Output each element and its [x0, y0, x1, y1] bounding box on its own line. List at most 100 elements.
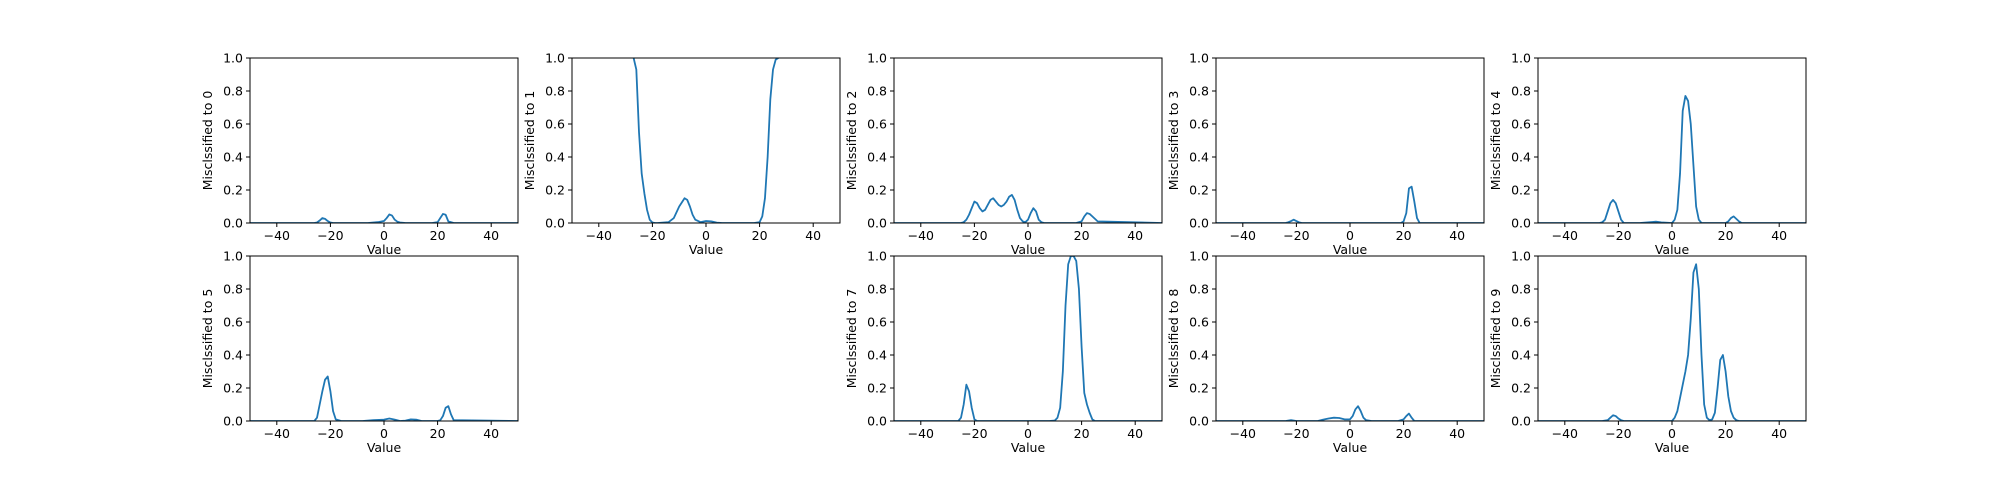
y-tick-label: 0.0 [1511, 414, 1531, 429]
y-axis-label: Misclssified to 2 [844, 91, 859, 191]
y-tick-label: 0.2 [1511, 183, 1531, 198]
x-tick-label: 20 [430, 426, 446, 441]
series-line-0-0 [250, 213, 518, 223]
y-tick-label: 1.0 [223, 51, 243, 66]
y-tick-label: 0.8 [223, 84, 243, 99]
x-tick-label: 40 [1771, 426, 1787, 441]
y-axis-label: Misclssified to 7 [844, 289, 859, 389]
subplot-1: −40 −20 0 20 40 0.0 0.2 0.4 0.6 0.8 1.0 Value Miscls… [522, 51, 841, 257]
x-axis-label: Value [1011, 440, 1046, 455]
y-tick-label: 0.6 [545, 117, 565, 132]
x-tick-label: 0 [1668, 228, 1676, 243]
y-tick-label: 0.0 [1511, 216, 1531, 231]
y-tick-label: 0.0 [223, 216, 243, 231]
x-tick-label: −20 [961, 228, 987, 243]
x-tick-label: 40 [1449, 426, 1465, 441]
subplot-0: −40 −20 0 20 40 0.0 0.2 0.4 0.6 0.8 1.0 Value Miscls… [200, 51, 519, 257]
x-tick-label: −40 [1230, 426, 1256, 441]
axes-frame [1537, 57, 1807, 224]
y-tick-label: 0.0 [223, 414, 243, 429]
y-tick-label: 0.0 [545, 216, 565, 231]
y-tick-label: 0.2 [223, 381, 243, 396]
series-line-3-0 [1216, 185, 1484, 223]
subplot-2: −40 −20 0 20 40 0.0 0.2 0.4 0.6 0.8 1.0 Value Miscls… [844, 51, 1163, 257]
x-tick-label: −40 [1552, 426, 1578, 441]
x-tick-label: −20 [1283, 426, 1309, 441]
subplot-5: −40 −20 0 20 40 0.0 0.2 0.4 0.6 0.8 1.0 Value Miscls… [200, 249, 519, 455]
x-tick-label: −40 [264, 228, 290, 243]
series-line-1-0 [632, 58, 779, 223]
y-tick-label: 0.0 [1189, 216, 1209, 231]
y-tick-label: 0.2 [223, 183, 243, 198]
y-tick-label: 0.6 [867, 315, 887, 330]
y-axis-label: Misclssified to 5 [200, 289, 215, 389]
y-tick-label: 0.8 [1511, 84, 1531, 99]
x-tick-label: −40 [1230, 228, 1256, 243]
y-tick-label: 0.6 [223, 117, 243, 132]
x-axis-label: Value [1011, 242, 1046, 257]
x-tick-label: 0 [1024, 426, 1032, 441]
x-tick-label: 0 [380, 228, 388, 243]
subplot-3: −40 −20 0 20 40 0.0 0.2 0.4 0.6 0.8 1.0 Value Miscls… [1166, 51, 1485, 257]
x-tick-label: −40 [908, 228, 934, 243]
y-axis-label: Misclssified to 4 [1488, 91, 1503, 191]
series-line-5-0 [250, 375, 518, 421]
y-axis-label: Misclssified to 1 [522, 91, 537, 191]
series-line-8-0 [1538, 263, 1806, 421]
x-tick-label: 0 [1346, 228, 1354, 243]
x-tick-label: 0 [1024, 228, 1032, 243]
y-tick-label: 0.4 [545, 150, 565, 165]
y-tick-label: 1.0 [1189, 51, 1209, 66]
y-tick-label: 0.4 [223, 150, 243, 165]
y-tick-label: 0.4 [1511, 150, 1531, 165]
x-tick-label: 40 [1771, 228, 1787, 243]
y-tick-label: 0.6 [1511, 117, 1531, 132]
y-tick-label: 0.4 [1189, 348, 1209, 363]
x-tick-label: 20 [1396, 228, 1412, 243]
series-line-6-0 [894, 256, 1162, 421]
x-tick-label: 20 [1718, 426, 1734, 441]
y-tick-label: 0.8 [1189, 84, 1209, 99]
y-tick-label: 0.2 [867, 183, 887, 198]
axes-frame [571, 57, 841, 224]
x-tick-label: 20 [1074, 426, 1090, 441]
x-tick-label: 40 [1449, 228, 1465, 243]
axes-frame [1215, 255, 1485, 422]
y-tick-label: 0.6 [867, 117, 887, 132]
x-tick-label: 40 [1127, 228, 1143, 243]
y-tick-label: 0.2 [545, 183, 565, 198]
y-tick-label: 1.0 [867, 249, 887, 264]
x-tick-label: 0 [1668, 426, 1676, 441]
y-axis-label: Misclssified to 0 [200, 91, 215, 191]
y-tick-label: 0.2 [1189, 183, 1209, 198]
series-line-7-0 [1216, 405, 1484, 421]
x-tick-label: 20 [1396, 426, 1412, 441]
y-tick-label: 0.6 [1511, 315, 1531, 330]
y-tick-label: 1.0 [1511, 51, 1531, 66]
x-tick-label: 0 [702, 228, 710, 243]
x-tick-label: −20 [1605, 228, 1631, 243]
subplot-8: −40 −20 0 20 40 0.0 0.2 0.4 0.6 0.8 1.0 Value Miscls… [1488, 249, 1807, 455]
x-axis-label: Value [1655, 440, 1690, 455]
y-tick-label: 0.4 [867, 348, 887, 363]
series-line-4-0 [1538, 95, 1806, 223]
y-tick-label: 0.8 [1511, 282, 1531, 297]
x-axis-label: Value [367, 242, 402, 257]
x-tick-label: −20 [1283, 228, 1309, 243]
x-tick-label: 20 [430, 228, 446, 243]
x-tick-label: 0 [380, 426, 388, 441]
x-tick-label: −40 [1552, 228, 1578, 243]
x-tick-label: −20 [961, 426, 987, 441]
subplot-6: −40 −20 0 20 40 0.0 0.2 0.4 0.6 0.8 1.0 Value Miscls… [844, 249, 1163, 455]
y-tick-label: 0.6 [1189, 315, 1209, 330]
x-tick-label: 40 [805, 228, 821, 243]
y-tick-label: 0.6 [1189, 117, 1209, 132]
y-tick-label: 0.4 [1189, 150, 1209, 165]
series-line-2-0 [894, 194, 1162, 223]
x-axis-label: Value [1333, 440, 1368, 455]
x-tick-label: 20 [752, 228, 768, 243]
y-tick-label: 1.0 [545, 51, 565, 66]
y-tick-label: 0.8 [867, 282, 887, 297]
x-tick-label: −40 [908, 426, 934, 441]
